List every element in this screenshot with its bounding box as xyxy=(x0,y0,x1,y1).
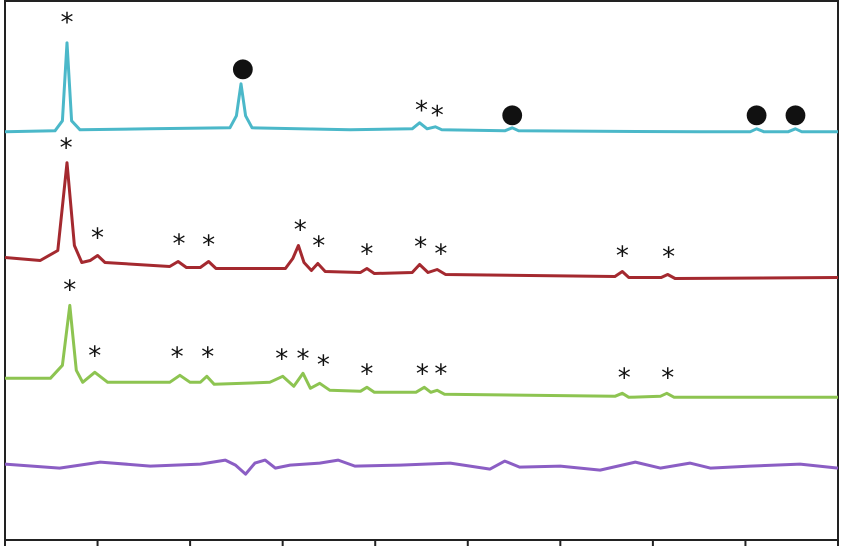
peak-annotation: * xyxy=(63,275,76,305)
peak-annotation: * xyxy=(661,363,674,393)
data-line xyxy=(4,458,839,476)
peak-annotation: * xyxy=(275,344,288,374)
peak-annotation: ● xyxy=(784,99,807,129)
peak-annotation: * xyxy=(88,341,101,371)
peak-annotation: * xyxy=(414,233,427,263)
data-line xyxy=(4,41,838,134)
peak-annotation: * xyxy=(294,216,307,246)
peak-annotation: * xyxy=(171,342,184,372)
peak-annotation: * xyxy=(312,232,325,262)
peak-annotation: * xyxy=(360,359,373,389)
peak-annotation: * xyxy=(202,231,215,261)
peak-annotation: * xyxy=(415,96,428,126)
peak-annotation: * xyxy=(91,224,104,254)
peak-annotation: * xyxy=(616,242,629,272)
peak-annotation: * xyxy=(173,230,186,260)
peak-annotation: * xyxy=(434,359,447,389)
peak-annotation: * xyxy=(61,8,74,38)
peak-annotation: * xyxy=(360,240,373,270)
peak-annotation: * xyxy=(297,344,310,374)
peak-annotation: ● xyxy=(501,99,524,129)
data-line xyxy=(4,161,839,280)
data-line xyxy=(5,303,838,399)
peak-annotation: ● xyxy=(232,53,255,83)
peak-annotation: ● xyxy=(745,99,768,129)
peak-annotation: * xyxy=(431,101,444,131)
peak-annotation: * xyxy=(201,342,214,372)
peak-annotation: * xyxy=(434,240,447,270)
peak-annotation: * xyxy=(317,350,330,380)
peak-annotation: * xyxy=(60,134,73,164)
peak-annotation: * xyxy=(416,359,429,389)
plot-frame xyxy=(4,0,839,541)
peak-annotation: * xyxy=(618,363,631,393)
peak-annotation: * xyxy=(662,243,675,273)
